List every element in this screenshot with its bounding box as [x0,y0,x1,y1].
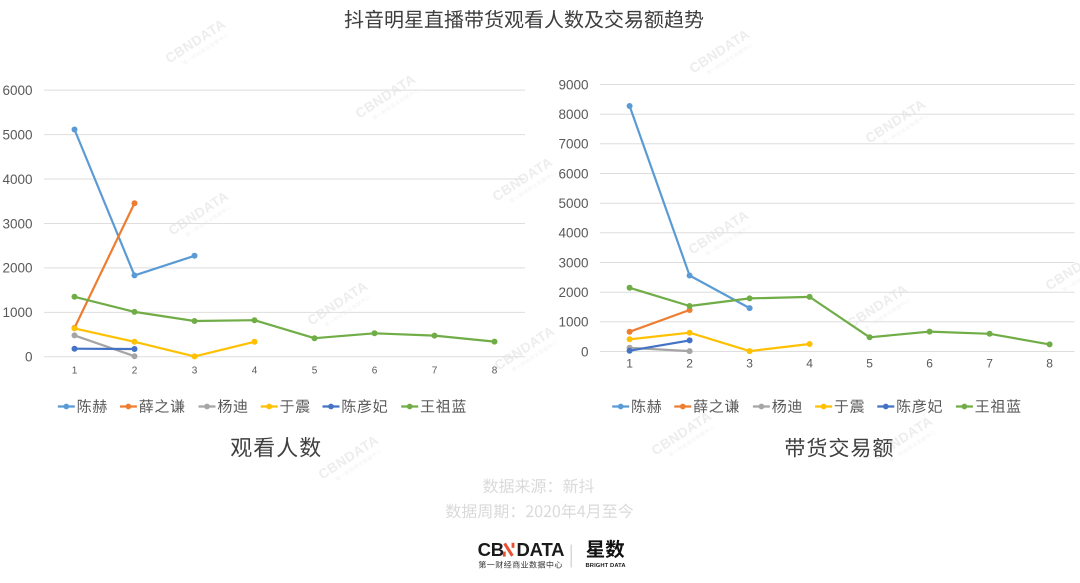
svg-text:8: 8 [492,366,498,377]
svg-text:5: 5 [312,366,318,377]
svg-text:8000: 8000 [558,107,588,122]
svg-text:2: 2 [132,366,138,377]
svg-text:8: 8 [1046,357,1053,371]
svg-text:3: 3 [746,357,753,371]
svg-text:1000: 1000 [558,315,588,330]
svg-text:BRIGHT DATA: BRIGHT DATA [586,563,627,569]
svg-text:0: 0 [581,344,589,359]
svg-text:3000: 3000 [2,216,32,231]
svg-text:1000: 1000 [2,305,32,320]
svg-text:7: 7 [986,357,993,371]
svg-text:7000: 7000 [558,137,588,152]
svg-text:0: 0 [25,350,33,365]
svg-text:3: 3 [192,366,198,377]
svg-text:6: 6 [372,366,378,377]
svg-text:CB: CB [478,539,504,560]
svg-text:2: 2 [686,357,693,371]
svg-text:3000: 3000 [558,255,588,270]
svg-text:6000: 6000 [558,166,588,181]
svg-text:4000: 4000 [2,172,32,187]
svg-text:6: 6 [926,357,933,371]
svg-text:9000: 9000 [558,77,588,92]
svg-text:4000: 4000 [558,226,588,241]
svg-text:6000: 6000 [2,83,32,98]
svg-text:2000: 2000 [2,261,32,276]
svg-text:4: 4 [806,357,813,371]
svg-text:1: 1 [626,357,633,371]
svg-text:5: 5 [866,357,873,371]
svg-text:1: 1 [72,366,78,377]
svg-text:7: 7 [432,366,438,377]
svg-text:5000: 5000 [558,196,588,211]
svg-text:DATA: DATA [517,539,565,560]
svg-text:5000: 5000 [2,127,32,142]
svg-text:4: 4 [252,366,258,377]
svg-text:2000: 2000 [558,285,588,300]
